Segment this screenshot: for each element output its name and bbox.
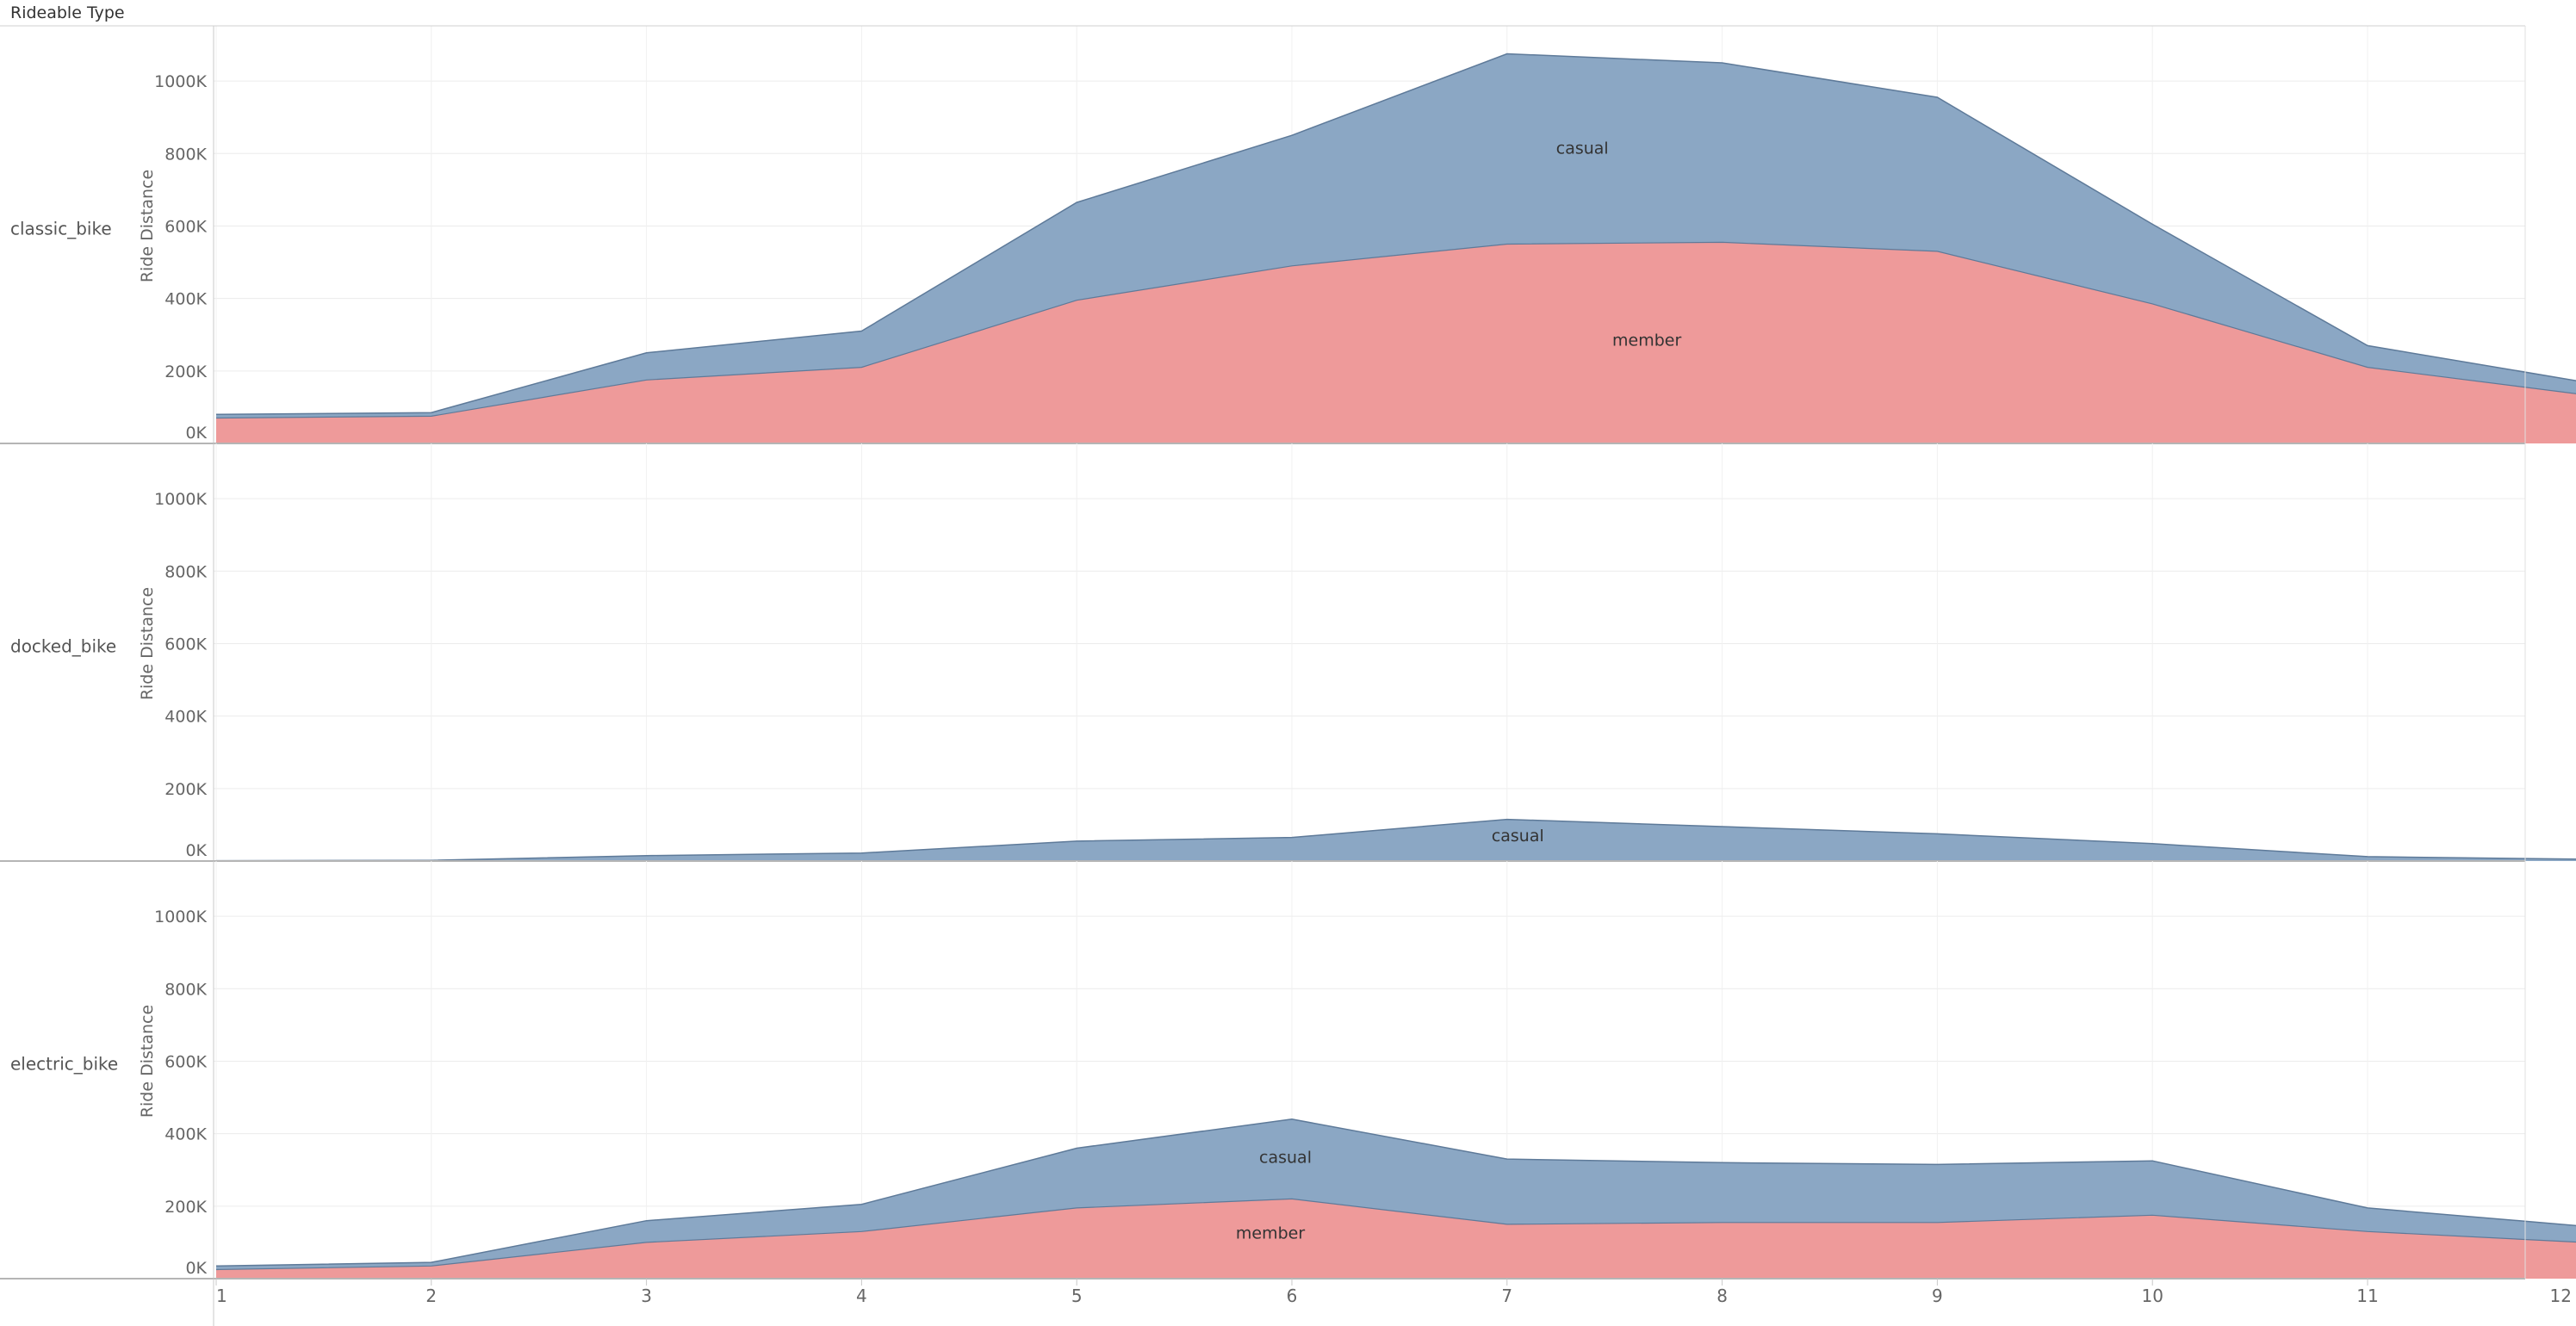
series-label-casual: casual [1492, 827, 1544, 846]
x-tick-label: 10 [2141, 1286, 2163, 1306]
panel-electric_bike: 0K 200K 400K 600K 800K 1000K Ride Distance elec… [0, 861, 2576, 1280]
y-tick-label: 600K [164, 217, 207, 236]
y-tick-label: 600K [164, 635, 207, 654]
y-tick-label: 800K [164, 562, 207, 581]
area-casual [216, 53, 2576, 418]
y-tick-label: 0K [185, 1259, 207, 1278]
area-casual [216, 819, 2576, 861]
chart-panels: 0K 200K 400K 600K 800K 1000K Ride Distance clas… [0, 25, 2576, 1280]
y-tick-label: 600K [164, 1052, 207, 1071]
y-tick-label: 800K [164, 980, 207, 999]
series-label-casual: casual [1556, 139, 1609, 158]
series-label-casual: casual [1259, 1148, 1312, 1167]
y-axis-title: Ride Distance [138, 1005, 157, 1118]
y-tick-label: 200K [164, 1198, 207, 1217]
line-casual-top [215, 53, 2576, 416]
x-tick-label: 11 [2356, 1286, 2378, 1306]
x-tick-label: 4 [856, 1286, 867, 1306]
x-tick-label: 7 [1501, 1286, 1512, 1306]
x-tick-label: 9 [1932, 1286, 1943, 1306]
y-tick-label: 1000K [154, 72, 207, 91]
row-label-docked_bike: docked_bike [10, 636, 116, 657]
line-casual-top [215, 1118, 2576, 1267]
y-axis-title: Ride Distance [138, 587, 157, 700]
line-member-top [215, 1198, 2576, 1271]
x-tick-label: 8 [1716, 1286, 1728, 1306]
x-tick-label: 1 [216, 1286, 227, 1306]
y-axis-title: Ride Distance [138, 170, 157, 282]
x-axis: 1 2 3 4 5 6 7 8 9 10 11 12 [213, 1279, 2572, 1326]
panel-classic_bike: 0K 200K 400K 600K 800K 1000K Ride Distance clas… [0, 26, 2576, 444]
line-member-top [215, 241, 2576, 419]
x-tick-label: 6 [1287, 1286, 1298, 1306]
line-casual-top [215, 818, 2576, 862]
series-label-member: member [1612, 331, 1681, 350]
area-member [216, 1199, 2576, 1279]
series-label-member: member [1236, 1224, 1305, 1243]
area-member [216, 242, 2576, 443]
y-tick-label: 400K [164, 290, 207, 309]
y-tick-label: 1000K [154, 490, 207, 509]
x-tick-label: 12 [2550, 1286, 2572, 1306]
y-tick-label: 400K [164, 1125, 207, 1144]
y-tick-label: 0K [185, 841, 207, 860]
row-label-classic_bike: classic_bike [10, 219, 112, 239]
x-tick-label: 5 [1071, 1286, 1083, 1306]
x-tick-label: 2 [425, 1286, 437, 1306]
y-tick-label: 200K [164, 780, 207, 799]
panel-docked_bike: 0K 200K 400K 600K 800K 1000K Ride Distance dock… [0, 443, 2576, 862]
area-casual [216, 1118, 2576, 1270]
chart-header-title: Rideable Type [10, 3, 125, 22]
y-tick-label: 800K [164, 145, 207, 164]
y-tick-label: 400K [164, 708, 207, 727]
y-tick-label: 200K [164, 362, 207, 381]
x-tick-label: 3 [641, 1286, 652, 1306]
row-label-electric_bike: electric_bike [10, 1054, 118, 1075]
y-tick-label: 1000K [154, 908, 207, 926]
y-tick-label: 0K [185, 424, 207, 443]
